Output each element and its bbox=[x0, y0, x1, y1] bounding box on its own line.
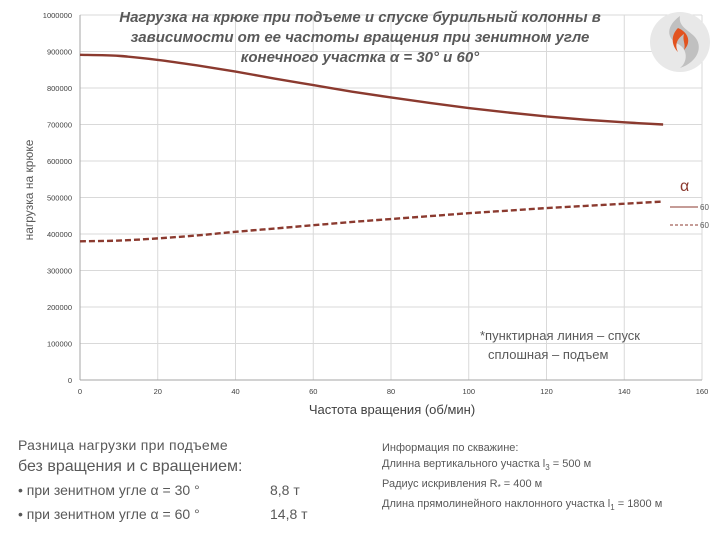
summary-row-30-label: • при зенитном угле α = 30 ° bbox=[18, 482, 200, 498]
line-style-annotation: *пунктирная линия – спуск сплошная – под… bbox=[480, 326, 700, 364]
y-tick-label: 300000 bbox=[47, 267, 72, 276]
y-tick-label: 0 bbox=[68, 376, 72, 385]
x-tick-label: 0 bbox=[78, 387, 82, 396]
summary-row-60-value: 14,8 т bbox=[270, 506, 308, 522]
chart-title: Нагрузка на крюке при подъеме и спуске б… bbox=[100, 8, 620, 68]
annotation-line-1: *пунктирная линия – спуск bbox=[480, 328, 640, 343]
y-tick-label: 600000 bbox=[47, 157, 72, 166]
x-tick-label: 60 bbox=[309, 387, 317, 396]
y-tick-labels: 0 100000 200000 300000 400000 500000 600000 700… bbox=[43, 11, 72, 385]
x-tick-label: 160 bbox=[696, 387, 709, 396]
well-info-radius: Радиус искривления R* = 400 м bbox=[382, 478, 543, 493]
x-axis-label: Частота вращения (об/мин) bbox=[309, 402, 475, 417]
well-info: Информация по скважине: Длинна вертикаль… bbox=[382, 440, 718, 517]
legend-alpha-symbol: α bbox=[680, 178, 690, 195]
y-tick-label: 200000 bbox=[47, 303, 72, 312]
well-info-vertical: Длинна вертикального участка l3 = 500 м bbox=[382, 458, 592, 473]
x-tick-label: 80 bbox=[387, 387, 395, 396]
series-lines bbox=[79, 53, 664, 243]
summary-row-30-value: 8,8 т bbox=[270, 482, 300, 498]
load-difference-summary: Разница нагрузки при подъеме без вращени… bbox=[18, 436, 348, 526]
x-tick-label: 100 bbox=[462, 387, 475, 396]
y-tick-label: 1000000 bbox=[43, 11, 72, 20]
company-logo-icon bbox=[650, 12, 710, 72]
series-line-dashed bbox=[79, 200, 664, 243]
x-tick-label: 20 bbox=[154, 387, 162, 396]
legend-solid-label: 60 bbox=[700, 203, 709, 212]
chart-title-line-3: конечного участка α = 30° и 60° bbox=[240, 49, 480, 66]
grid bbox=[80, 14, 703, 380]
x-tick-label: 120 bbox=[540, 387, 553, 396]
legend-dashed-label: 60 bbox=[700, 221, 709, 230]
axes bbox=[79, 15, 702, 381]
well-info-straight: Длина прямолинейного наклонного участка … bbox=[382, 498, 663, 513]
y-axis-label: нагрузка на крюке bbox=[22, 139, 36, 240]
summary-line-2: без вращения и с вращением: bbox=[18, 458, 243, 475]
well-info-header: Информация по скважине: bbox=[382, 442, 519, 454]
y-tick-label: 700000 bbox=[47, 121, 72, 130]
series-line-solid bbox=[79, 53, 664, 126]
legend-lines bbox=[670, 206, 698, 226]
y-tick-label: 100000 bbox=[47, 340, 72, 349]
x-tick-labels: 0 20 40 60 80 100 120 140 160 bbox=[78, 387, 708, 396]
summary-line-1: Разница нагрузки при подъеме bbox=[18, 437, 229, 453]
y-tick-label: 900000 bbox=[47, 48, 72, 57]
summary-row-60: • при зенитном угле α = 60 ° 14,8 т bbox=[18, 502, 348, 526]
x-tick-label: 40 bbox=[231, 387, 239, 396]
y-tick-label: 500000 bbox=[47, 194, 72, 203]
summary-row-60-label: • при зенитном угле α = 60 ° bbox=[18, 506, 200, 522]
summary-row-30: • при зенитном угле α = 30 ° 8,8 т bbox=[18, 478, 348, 502]
chart-title-line-1: Нагрузка на крюке при подъеме и спуске б… bbox=[119, 9, 601, 26]
annotation-line-2: сплошная – подъем bbox=[488, 347, 609, 362]
y-tick-label: 800000 bbox=[47, 84, 72, 93]
y-tick-label: 400000 bbox=[47, 230, 72, 239]
chart-title-line-2: зависимости от ее частоты вращения при з… bbox=[130, 29, 590, 46]
x-tick-label: 140 bbox=[618, 387, 631, 396]
